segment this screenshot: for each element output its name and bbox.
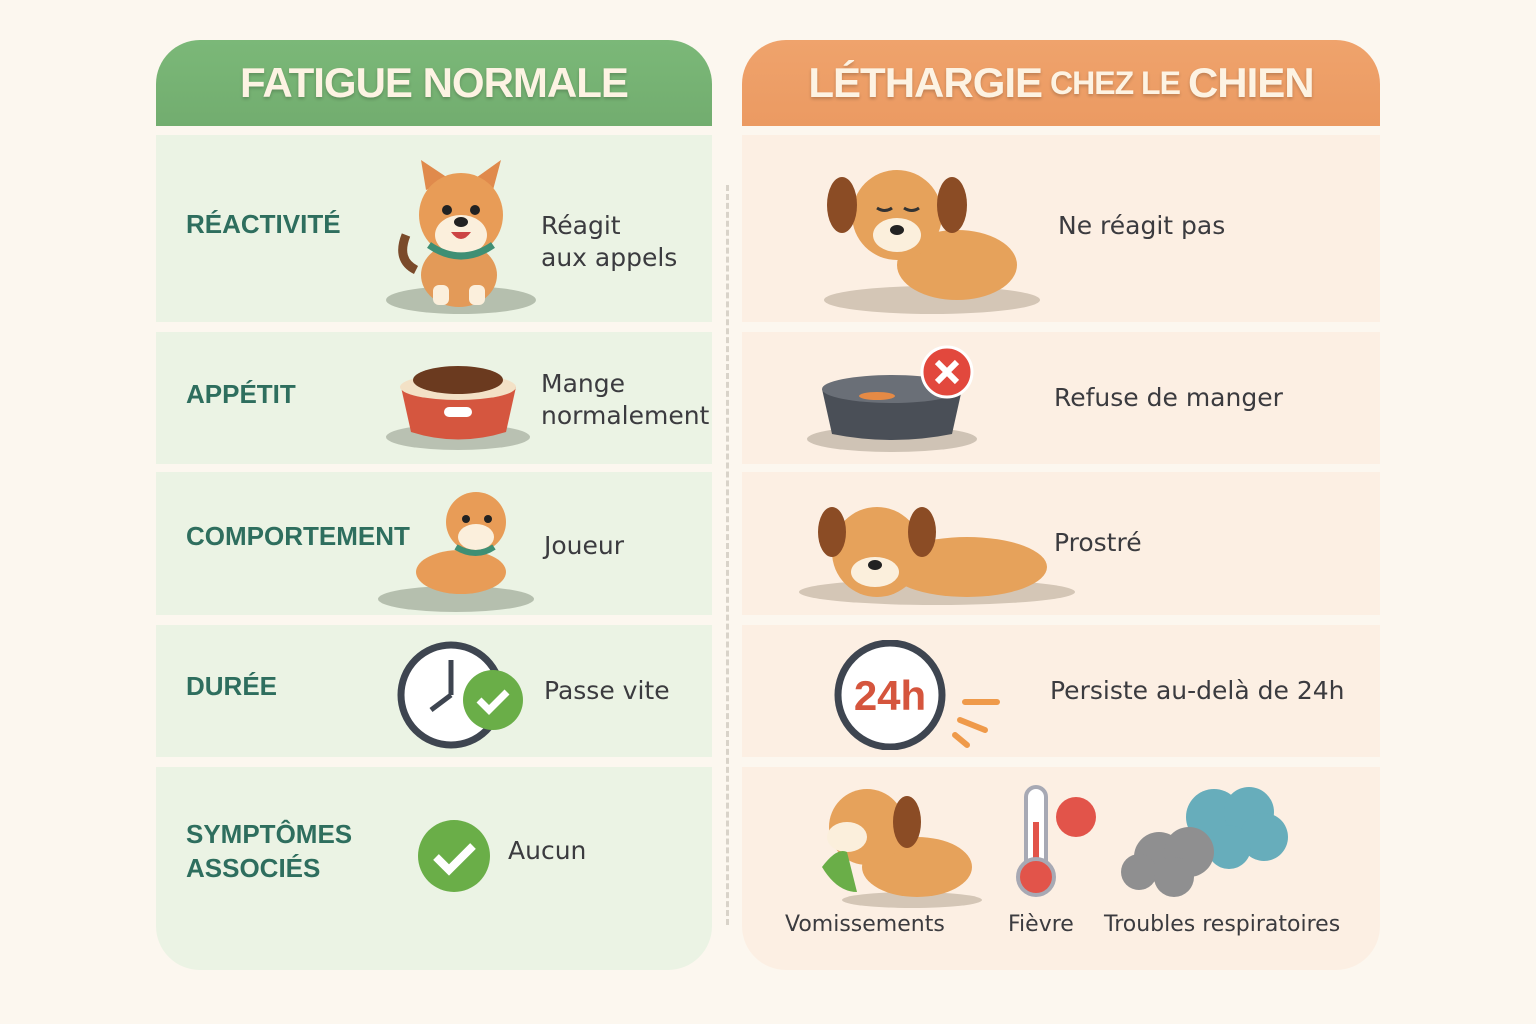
lying-dog-icon — [799, 507, 1075, 605]
thermometer-icon — [1016, 785, 1096, 897]
title-part: CHEZ LE — [1050, 64, 1181, 101]
title-part: LÉTHARGIE — [808, 59, 1043, 106]
column-divider — [726, 185, 729, 925]
breathing-clouds-icon — [1121, 787, 1288, 897]
row-description: Aucun — [508, 836, 587, 865]
row-label: DURÉE — [186, 671, 278, 701]
check-circle-icon — [418, 820, 490, 892]
row-description: Réagit aux appels — [541, 211, 678, 272]
row-label: RÉACTIVITÉ — [186, 209, 341, 239]
no-reaction-row: Ne réagit pas — [742, 135, 1380, 322]
row-description: Joueur — [544, 531, 625, 560]
row-label: SYMPTÔMES ASSOCIÉS — [186, 819, 353, 883]
symptoms-row: Vomissements Fièvre Troubles respiratoir… — [742, 767, 1380, 970]
normal-fatigue-panel: FATIGUE NORMALE RÉACTIVITÉ Réagit aux app… — [156, 40, 712, 970]
lethargy-panel: LÉTHARGIE CHEZ LE CHIEN Ne réagit pas Re… — [742, 40, 1380, 970]
persists-row: 24h Persiste au-delà de 24h — [742, 625, 1380, 757]
full-food-bowl-icon — [386, 366, 530, 450]
clock-24h-icon: 24h — [834, 640, 1000, 750]
appetite-row: APPÉTIT Mange normalement — [156, 332, 712, 464]
clock-text: 24h — [854, 672, 926, 719]
title-part: CHIEN — [1187, 59, 1315, 106]
lethargy-header: LÉTHARGIE CHEZ LE CHIEN — [742, 40, 1380, 126]
refuses-food-row: Refuse de manger — [742, 332, 1380, 464]
prostrate-row: Prostré — [742, 472, 1380, 615]
row-description: Refuse de manger — [1054, 383, 1283, 412]
row-description: Prostré — [1054, 528, 1142, 557]
panel-title: FATIGUE NORMALE — [240, 59, 629, 106]
empty-bowl-x-icon — [807, 345, 977, 452]
clock-check-icon — [397, 641, 523, 749]
row-description: Persiste au-delà de 24h — [1050, 676, 1345, 705]
duration-row: DURÉE Passe vite — [156, 625, 712, 757]
behavior-row: COMPORTEMENT Joueur — [156, 472, 712, 615]
row-description: Ne réagit pas — [1058, 211, 1226, 240]
symptom-fever-label: Fièvre — [1008, 912, 1074, 937]
symptom-vomiting-label: Vomissements — [785, 912, 945, 937]
row-label: APPÉTIT — [186, 379, 296, 409]
normal-fatigue-header: FATIGUE NORMALE — [156, 40, 712, 126]
row-description: Mange normalement — [541, 369, 710, 430]
symptom-breathing-label: Troubles respiratoires — [1104, 912, 1341, 937]
happy-dog-icon — [386, 160, 536, 314]
row-description: Passe vite — [544, 676, 670, 705]
associated-symptoms-row: SYMPTÔMES ASSOCIÉS Aucun — [156, 767, 712, 970]
vomiting-dog-icon — [822, 789, 982, 908]
sad-dog-icon — [824, 170, 1040, 314]
reactivity-row: RÉACTIVITÉ Réagit aux appels — [156, 135, 712, 322]
row-label: COMPORTEMENT — [186, 521, 410, 551]
playful-dog-icon — [378, 492, 534, 612]
